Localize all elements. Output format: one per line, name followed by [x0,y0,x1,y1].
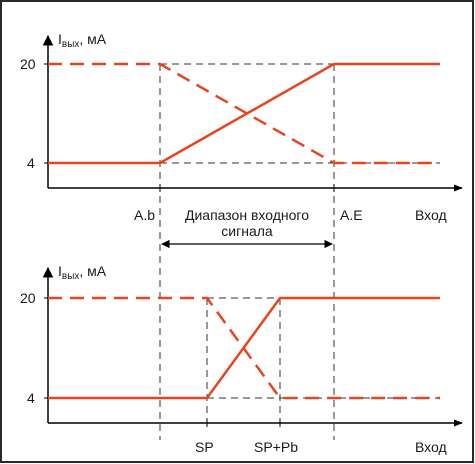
bottom-level-20-label: 20 [20,290,36,306]
bottom-x-axis-label: Вход [415,439,447,455]
top-y-label: Iвых, мА [58,31,107,50]
top-level-4-label: 4 [27,155,35,171]
bottom-reverse-line [48,296,440,400]
ae-label: A.E [340,207,363,223]
top-level-20-label: 20 [20,56,36,72]
sp-label: SP [195,439,214,455]
bottom-graph: Iвых, мА 20 4 SP SP+Pb Вход [20,263,463,455]
top-direct-line [48,62,440,165]
top-reverse-line [48,62,440,165]
sppb-label: SP+Pb [254,439,298,455]
top-x-axis-label: Вход [415,207,447,223]
range-label-line2: сигнала [221,223,273,239]
top-graph: Iвых, мА 20 4 A.b A.E Вход Диапазон вход… [20,31,463,440]
bottom-y-label: Iвых, мА [58,263,107,282]
range-label-line1: Диапазон входного [185,207,309,223]
ab-label: A.b [134,207,155,223]
bottom-level-4-label: 4 [27,390,35,406]
